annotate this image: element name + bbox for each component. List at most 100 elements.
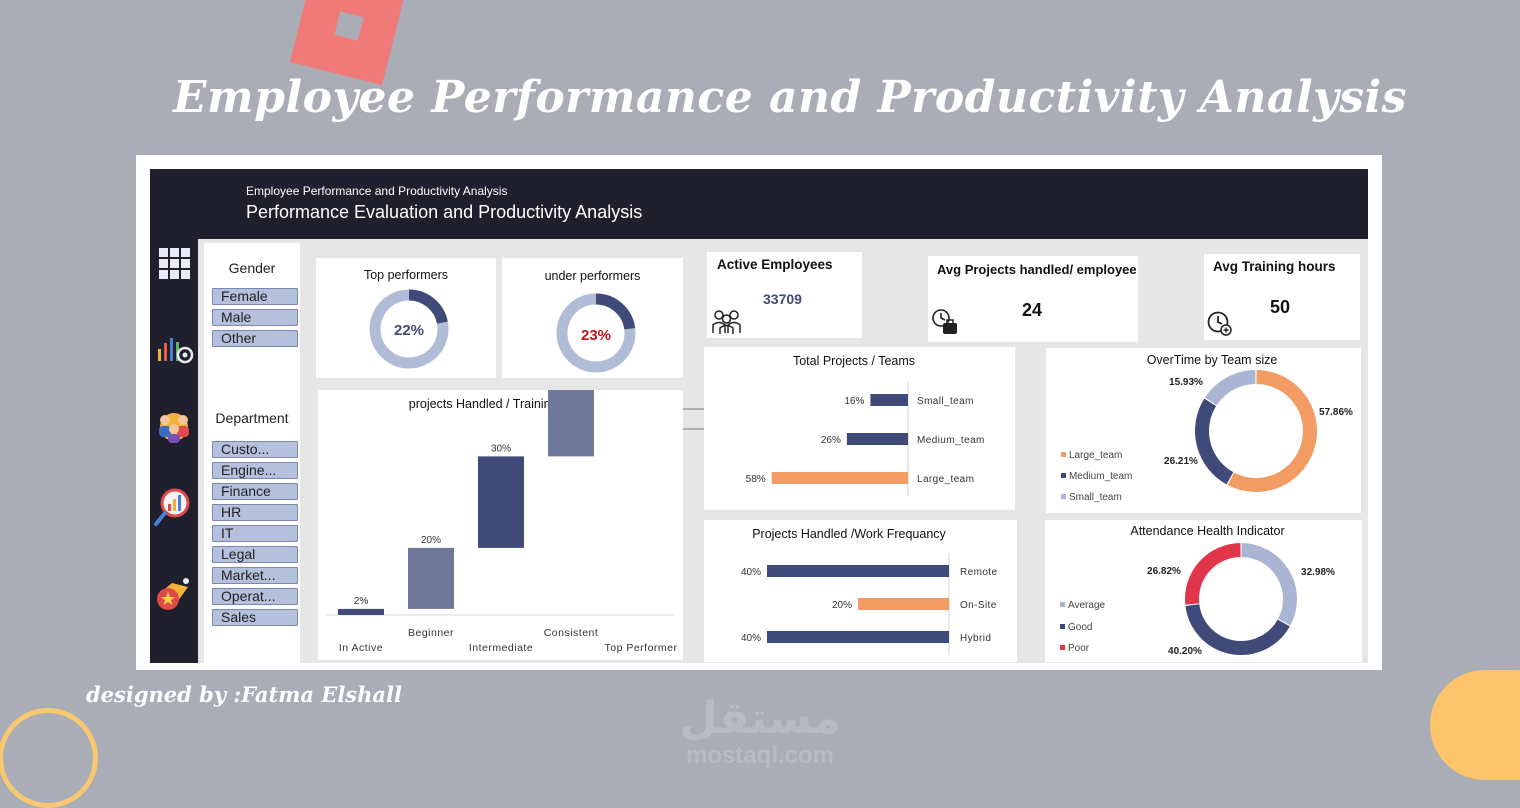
attendance-legend-swatch <box>1060 645 1065 650</box>
avg-training-title: Avg Training hours <box>1213 259 1336 274</box>
filter-dept-it[interactable]: IT <box>212 525 298 542</box>
chart-connector-lines <box>683 408 705 430</box>
waterfall-bar <box>548 390 594 457</box>
active-employees-title: Active Employees <box>717 257 833 272</box>
avg-projects-card: Avg Projects handled/ employee 24 <box>928 256 1138 342</box>
filter-gender-female[interactable]: Female <box>212 288 298 305</box>
projects-teams-title: Total Projects / Teams <box>792 354 916 368</box>
top-performers-card: Top performers 22% <box>316 258 496 378</box>
overtime-legend-swatch <box>1061 494 1066 499</box>
projects-clock-icon <box>932 309 957 334</box>
top-performers-donut: 22% <box>369 289 449 369</box>
work-frequency-category-label: Remote <box>960 567 997 578</box>
attendance-legend-label: Average <box>1068 600 1106 611</box>
work-frequency-bar <box>858 598 949 610</box>
top-performers-ring-fill <box>408 289 448 324</box>
overtime-slice <box>1195 398 1234 485</box>
overtime-title: OverTime by Team size <box>1146 353 1278 367</box>
projects-teams-card: Total Projects / Teams 16% Small_team 26% M… <box>704 347 1015 510</box>
attendance-data-label: 32.98% <box>1301 567 1335 578</box>
attendance-legend-label: Good <box>1068 622 1092 633</box>
decorative-circle <box>1430 670 1520 780</box>
filter-dept-engineering[interactable]: Engine... <box>212 462 298 479</box>
department-filter-label: Department <box>215 410 289 426</box>
attendance-legend-label: Poor <box>1068 643 1090 654</box>
filter-dept-customer[interactable]: Custo... <box>212 441 298 458</box>
header-title: Performance Evaluation and Productivity … <box>246 202 643 222</box>
projects-training-chart: 2%In Active20%Beginner30%Intermediate28%… <box>326 390 677 654</box>
analytics-icon[interactable] <box>156 329 194 365</box>
under-performers-title: under performers <box>544 269 641 283</box>
filter-gender-male[interactable]: Male <box>212 309 298 326</box>
work-frequency-card: Projects Handled /Work Frequancy 40% Remo… <box>704 520 1017 662</box>
watermark-arabic: مستقل <box>679 693 841 744</box>
active-employees-value: 33709 <box>763 291 802 307</box>
watermark-english: mostaql.com <box>685 742 835 769</box>
projects-teams-chart: 16% Small_team 26% Medium_team 58% Large_team <box>746 382 985 496</box>
overtime-data-label: 15.93% <box>1169 377 1203 388</box>
filter-dept-hr[interactable]: HR <box>212 504 298 521</box>
waterfall-data-label: 30% <box>491 443 511 454</box>
avg-projects-value: 24 <box>1022 300 1043 320</box>
waterfall-category-label: In Active <box>339 642 383 654</box>
avg-training-value: 50 <box>1270 297 1291 317</box>
top-performers-title: Top performers <box>363 268 449 282</box>
filter-dept-operations[interactable]: Operat... <box>212 588 298 605</box>
overtime-legend-label: Medium_team <box>1069 471 1132 482</box>
performance-badge-icon[interactable] <box>154 573 194 613</box>
attendance-chart: 32.98% 40.20% 26.82% Average Good Poor <box>1060 543 1335 657</box>
attendance-slice <box>1241 543 1297 626</box>
attendance-title: Attendance Health Indicator <box>1130 524 1285 538</box>
teams-bar <box>870 394 908 406</box>
waterfall-bar <box>338 608 384 615</box>
team-icon[interactable] <box>155 409 193 445</box>
projects-training-card: projects Handled / Training hours 2% In A… <box>318 390 683 660</box>
work-frequency-bar <box>767 631 949 643</box>
work-frequency-data-label: 40% <box>741 633 761 644</box>
filter-gender-other[interactable]: Other <box>212 330 298 347</box>
work-frequency-data-label: 20% <box>832 600 852 611</box>
attendance-legend-swatch <box>1060 624 1065 629</box>
overtime-legend-label: Small_team <box>1069 492 1122 503</box>
attendance-legend-swatch <box>1060 602 1065 607</box>
waterfall-bar <box>408 547 454 609</box>
overtime-slice <box>1204 370 1256 406</box>
work-frequency-title: Projects Handled /Work Frequancy <box>752 527 946 541</box>
work-frequency-category-label: Hybrid <box>960 633 991 644</box>
avg-projects-title: Avg Projects handled/ employee <box>937 262 1137 277</box>
filter-panel: Gender Female Male Other Department Cust… <box>204 243 300 663</box>
attendance-card: Attendance Health Indicator 32.98% 40.20%… <box>1045 520 1362 662</box>
growth-icon[interactable] <box>153 487 193 527</box>
attendance-data-label: 40.20% <box>1168 646 1202 657</box>
under-performers-value: 23% <box>581 327 611 344</box>
overtime-legend-swatch <box>1061 452 1066 457</box>
waterfall-data-label: 20% <box>421 535 441 546</box>
grid-icon[interactable] <box>158 247 192 281</box>
overtime-data-label: 26.21% <box>1164 456 1198 467</box>
work-frequency-category-label: On-Site <box>960 600 997 611</box>
filter-dept-finance[interactable]: Finance <box>212 483 298 500</box>
attendance-slice <box>1185 543 1241 605</box>
projects-training-title: projects Handled / Training hours <box>408 397 593 411</box>
under-performers-donut: 23% <box>556 293 636 373</box>
teams-data-label: 16% <box>844 396 864 407</box>
training-clock-icon <box>1207 311 1232 336</box>
teams-category-label: Large_team <box>917 474 974 485</box>
teams-category-label: Medium_team <box>917 435 985 446</box>
nav-sidebar <box>150 239 198 663</box>
filter-dept-marketing[interactable]: Market... <box>212 567 298 584</box>
work-frequency-data-label: 40% <box>741 567 761 578</box>
header-subtitle: Employee Performance and Productivity An… <box>246 184 508 198</box>
dashboard-header: Employee Performance and Productivity An… <box>150 169 1368 239</box>
teams-category-label: Small_team <box>917 396 974 407</box>
filter-dept-legal[interactable]: Legal <box>212 546 298 563</box>
under-performers-card: under performers 23% <box>502 258 683 378</box>
waterfall-bar <box>478 456 524 548</box>
under-performers-ring-fill <box>595 293 636 330</box>
work-frequency-bar <box>767 565 949 577</box>
waterfall-category-label: Consistent <box>544 627 599 639</box>
filter-dept-sales[interactable]: Sales <box>212 609 298 626</box>
waterfall-category-label: Beginner <box>408 627 454 639</box>
gender-filter-label: Gender <box>228 260 276 276</box>
overtime-slice <box>1227 370 1317 492</box>
